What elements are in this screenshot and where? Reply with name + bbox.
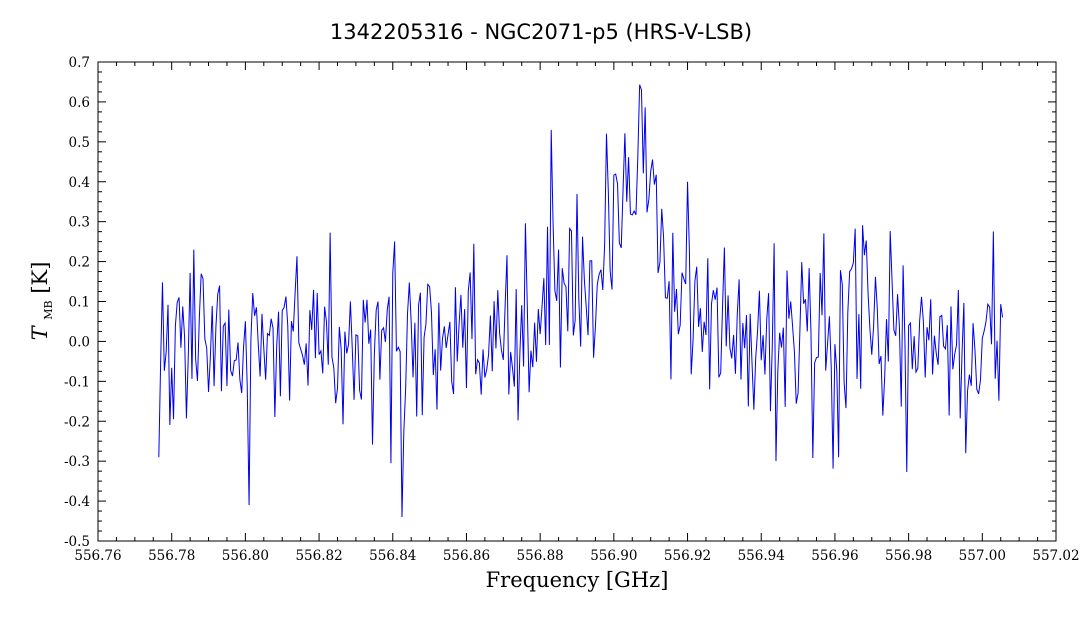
x-tick-label: 556.76 bbox=[74, 548, 121, 564]
y-axis-label-sub: MB bbox=[42, 300, 55, 319]
x-tick-label: 556.86 bbox=[443, 548, 490, 564]
x-tick-label: 556.94 bbox=[738, 548, 785, 564]
x-tick-label: 556.80 bbox=[222, 548, 269, 564]
y-tick-label: 0.7 bbox=[69, 55, 90, 71]
y-tick-label: -0.3 bbox=[64, 454, 90, 470]
plot-area: 556.76 556.78 556.80 556.82 556.84 556.86 556.… bbox=[64, 55, 1080, 564]
spectrum-line bbox=[158, 84, 1004, 518]
y-tick-label: 0.1 bbox=[69, 295, 90, 311]
y-tick-label: -0.4 bbox=[64, 494, 90, 510]
y-tick-label: 0.3 bbox=[69, 215, 90, 231]
x-tick-label: 556.92 bbox=[664, 548, 711, 564]
x-tick-label: 556.88 bbox=[517, 548, 564, 564]
y-tick-label: 0.2 bbox=[69, 255, 90, 271]
x-tick-label: 557.02 bbox=[1032, 548, 1079, 564]
x-tick-label: 556.84 bbox=[369, 548, 416, 564]
x-tick-label: 556.96 bbox=[811, 548, 858, 564]
y-tick-label: 0.4 bbox=[69, 175, 90, 191]
svg-text:T MB [K]: T MB [K] bbox=[28, 262, 57, 341]
y-tick-label: 0.0 bbox=[69, 334, 90, 350]
y-axis-label: T MB [K] bbox=[28, 262, 57, 341]
x-tick-label: 556.98 bbox=[885, 548, 932, 564]
y-axis-label-main: T bbox=[28, 324, 52, 340]
y-tick-label: 0.6 bbox=[69, 95, 90, 111]
y-tick-label: -0.2 bbox=[64, 414, 90, 430]
y-tick-label: -0.5 bbox=[64, 534, 90, 550]
x-axis-label: Frequency [GHz] bbox=[486, 568, 669, 592]
chart-title: 1342205316 - NGC2071-p5 (HRS-V-LSB) bbox=[330, 20, 752, 44]
plot-frame bbox=[97, 61, 1057, 542]
x-tick-label: 556.90 bbox=[590, 548, 637, 564]
y-axis-label-unit: [K] bbox=[28, 262, 52, 294]
y-tick-label: 0.5 bbox=[69, 135, 90, 151]
x-tick-label: 556.82 bbox=[295, 548, 342, 564]
x-tick-label: 556.78 bbox=[148, 548, 195, 564]
x-tick-label: 557.00 bbox=[959, 548, 1006, 564]
y-tick-label: -0.1 bbox=[64, 374, 90, 390]
